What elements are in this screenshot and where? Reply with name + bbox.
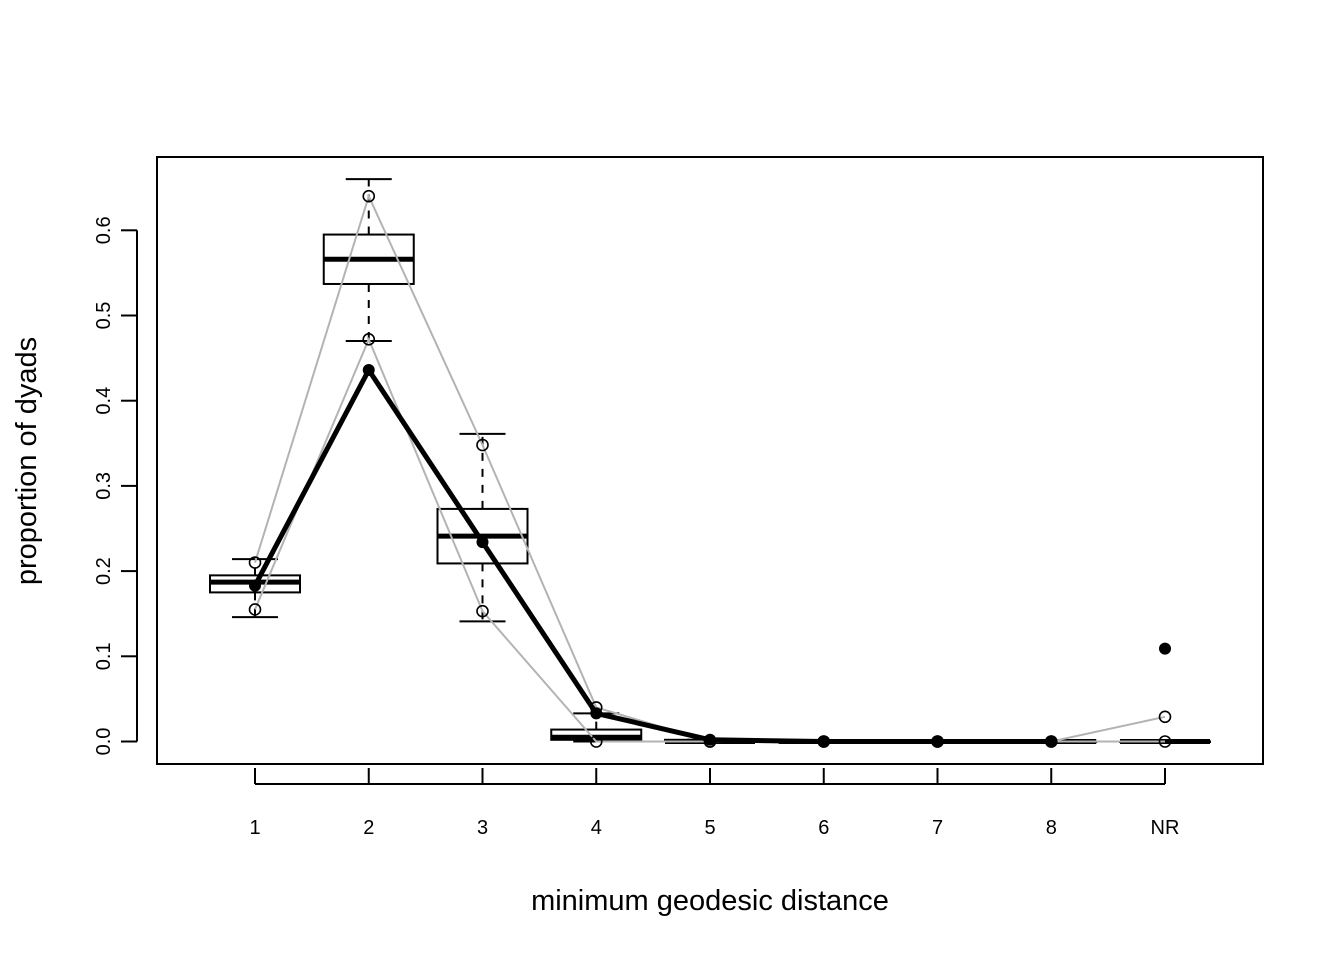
x-tick-label: 2 (363, 817, 374, 839)
point-lower-bound (476, 604, 489, 618)
y-tick-label: 0.4 (93, 387, 115, 415)
point-observed (817, 735, 830, 748)
series-line-lower-bound (254, 336, 1165, 743)
point-observed (590, 707, 603, 720)
y-axis: 0.0 0.1 0.2 0.3 0.4 0.5 0.6 (93, 216, 138, 756)
y-tick-label: 0.6 (93, 216, 115, 244)
y-tick-label: 0.1 (93, 642, 115, 670)
x-tick-label: 3 (477, 817, 488, 839)
point-observed (249, 579, 261, 592)
x-tick-label: 5 (704, 817, 715, 839)
point-upper-bound (362, 189, 376, 203)
point-observed (1159, 642, 1171, 655)
point-observed (704, 733, 716, 746)
series-line-observed (252, 367, 1052, 744)
x-tick-label: 1 (249, 817, 260, 839)
x-tick-label: 6 (818, 817, 829, 839)
plot-frame (156, 156, 1264, 765)
x-axis-title: minimum geodesic distance (531, 885, 889, 917)
y-tick-label: 0.2 (93, 557, 115, 585)
x-tick-label: 8 (1046, 817, 1057, 839)
point-observed (476, 536, 489, 549)
box-iqr (550, 728, 643, 741)
y-tick-label: 0.3 (93, 472, 115, 500)
boxes-layer (209, 178, 1211, 744)
y-tick-label: 0.0 (93, 728, 115, 756)
point-upper-bound (476, 438, 489, 452)
x-tick-label: NR (1151, 817, 1180, 839)
y-axis-title: proportion of dyads (11, 337, 43, 585)
point-lower-bound (1158, 735, 1172, 748)
point-lower-bound (589, 735, 603, 748)
y-tick-label: 0.5 (93, 302, 115, 330)
point-observed (1045, 735, 1058, 748)
point-lower-bound (362, 333, 376, 346)
x-axis: 1 2 3 4 5 6 7 8 NR (249, 768, 1179, 839)
point-observed (362, 364, 375, 377)
series-observed (249, 364, 1171, 748)
point-lower-bound (248, 603, 262, 616)
point-observed (931, 735, 944, 748)
point-upper-bound (1158, 710, 1172, 724)
x-tick-label: 4 (591, 817, 602, 839)
box-group (322, 178, 415, 343)
x-tick-label: 7 (932, 817, 943, 839)
point-upper-bound (248, 556, 262, 569)
observed-layer (249, 364, 1171, 748)
